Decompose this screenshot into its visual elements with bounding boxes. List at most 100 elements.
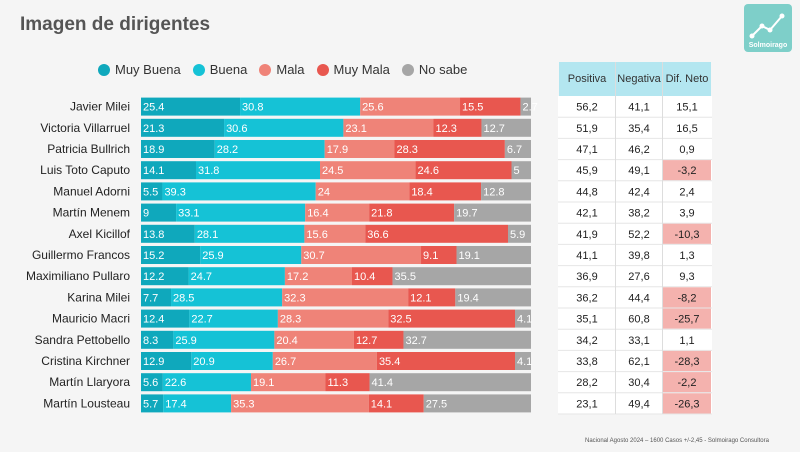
bar-segment [277,309,389,328]
dif-neto-negative-cell [663,350,711,372]
bar-segment [188,267,285,286]
data-label: 15.5 [462,102,483,114]
bar-segment [284,267,352,286]
bar-segment [455,288,531,307]
bar-segment [141,97,241,116]
bar-segment [369,203,455,222]
dif-neto-negative-cell [663,223,711,244]
bar-segment [515,309,531,328]
data-label: 24.5 [322,165,343,177]
data-label: 39.3 [164,186,185,198]
row-label: Martín Lousteau [43,396,130,410]
table-cell: -10,3 [674,229,699,241]
data-label: 8.3 [143,335,158,347]
table-cell: 41,1 [628,102,649,114]
bar-segment [324,140,395,158]
chart-title: Imagen de dirigentes [20,14,211,35]
table-cell: 36,2 [576,292,597,304]
table-cell: 35,1 [576,314,597,326]
bar-segment [343,118,434,137]
bar-segment [511,161,531,180]
table-cell: 1,1 [679,335,694,347]
data-label: 19.1 [253,377,274,389]
data-label: 16.4 [307,208,328,220]
data-label: 30.8 [242,102,263,114]
table-cell: 41,9 [576,229,597,241]
bar-segment [304,224,366,243]
data-label: 12.2 [143,271,164,283]
data-label: 17.9 [327,144,348,156]
bar-segment [214,140,325,158]
bar-segment [515,352,531,370]
table-cell: 44,8 [576,186,597,198]
data-label: 28.1 [197,229,218,241]
data-label: 5 [514,165,520,177]
bar-segment [365,224,508,243]
data-label: 9.1 [423,250,438,262]
bar-segment [141,394,164,413]
bar-segment [141,330,174,349]
data-label: 28.3 [397,144,418,156]
table-header-positiva: Positiva [559,62,615,96]
bar-segment [141,182,163,201]
bar-segment [272,352,377,370]
table-cell: -25,7 [674,314,699,326]
bar-segment [162,373,251,392]
bar-segment [394,140,505,158]
data-label: 25.6 [362,102,383,114]
table-cell: 47,1 [576,144,597,156]
data-label: 12.8 [483,186,504,198]
row-label: Sandra Pettobello [35,333,131,347]
table-cell: 51,9 [576,123,597,135]
bar-segment [162,182,316,201]
data-label: 13.8 [143,229,164,241]
table-cell: 33,8 [576,356,597,368]
bar-segment [141,140,215,158]
bar-segment [454,203,531,222]
data-label: 24.7 [191,271,212,283]
data-label: 15.6 [306,229,327,241]
data-label: 2.7 [522,102,537,114]
bar-segment [141,203,177,222]
logo-text: Solmoirago [748,42,788,49]
bar-segment [141,246,201,264]
dif-neto-negative-cell [663,308,711,329]
bar-segment [408,288,456,307]
table-cell: 44,4 [628,292,649,304]
bar-segment [360,97,461,116]
data-label: 35.3 [233,398,254,410]
table-cell: 56,2 [576,102,597,114]
legend-swatch-muy-mala [316,63,329,76]
bar-segment [171,288,283,307]
data-label: 12.3 [436,123,457,135]
bar-segment [141,118,225,137]
bar-segment [376,352,516,370]
table-cell: 49,1 [628,165,649,177]
bar-segment [481,118,531,137]
row-label: Martín Menem [53,206,130,220]
table-cell: -8,2 [678,292,697,304]
row-label: Karina Milei [67,290,130,304]
data-label: 9 [143,208,149,220]
data-label: 32.7 [405,335,426,347]
data-label: 7.7 [143,292,158,304]
bar-segment [320,161,416,180]
table-cell: 41,1 [576,250,597,262]
data-label: 35.4 [379,356,400,368]
table-cell: 28,2 [576,377,597,389]
bar-segment [195,161,321,180]
chart-legend: Muy Buena Buena Mala Muy Mala No sabe [98,62,467,77]
data-label: 5.6 [143,377,158,389]
row-label: Cristina Kirchner [41,354,130,368]
bar-segment [274,330,354,349]
bar-segment [141,309,190,328]
legend-label-no-sabe: No sabe [418,62,468,77]
data-label: 5.5 [143,186,158,198]
bar-segment [353,330,404,349]
bar-segment [456,246,531,264]
data-label: 28.3 [280,314,301,326]
table-header-negativa: Negativa [616,62,662,96]
table-cell: 42,4 [628,186,649,198]
data-label: 28.5 [173,292,194,304]
table-cell: -26,3 [674,398,699,410]
